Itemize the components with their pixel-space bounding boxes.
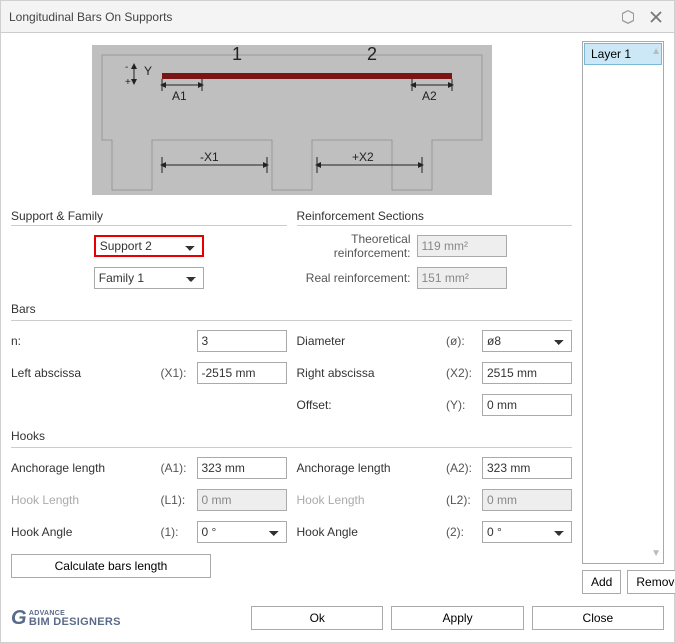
layer-list[interactable]: Layer 1 ▲ ▼ bbox=[582, 41, 664, 564]
anchorage-a1-input[interactable] bbox=[197, 457, 287, 479]
anchorage-a2-label: Anchorage length bbox=[297, 461, 447, 475]
layer-buttons: Add Remove bbox=[582, 570, 664, 594]
svg-text:Y: Y bbox=[144, 64, 152, 78]
l2-suffix: (L2): bbox=[446, 493, 482, 507]
hook-angle-1-label: Hook Angle bbox=[11, 525, 161, 539]
calculate-bars-length-button[interactable]: Calculate bars length bbox=[11, 554, 211, 578]
angle1-suffix: (1): bbox=[161, 525, 197, 539]
svg-text:1: 1 bbox=[232, 45, 242, 64]
reinforcement-title: Reinforcement Sections bbox=[297, 209, 573, 223]
support-select[interactable]: Support 2 bbox=[94, 235, 204, 257]
hook-length-l1-input bbox=[197, 489, 287, 511]
svg-text:-: - bbox=[125, 62, 128, 73]
hook-length-l1-label: Hook Length bbox=[11, 493, 161, 507]
theoretical-label: Theoretical reinforcement: bbox=[297, 232, 417, 260]
a1-suffix: (A1): bbox=[161, 461, 197, 475]
left-abscissa-label: Left abscissa bbox=[11, 366, 161, 380]
cube-icon[interactable] bbox=[618, 7, 638, 27]
separator bbox=[297, 225, 573, 226]
hook-angle-1-select[interactable]: 0 ° bbox=[197, 521, 287, 543]
angle2-suffix: (2): bbox=[446, 525, 482, 539]
y-suffix: (Y): bbox=[446, 398, 482, 412]
anchorage-a2-input[interactable] bbox=[482, 457, 572, 479]
left-abscissa-input[interactable] bbox=[197, 362, 287, 384]
add-button[interactable]: Add bbox=[582, 570, 621, 594]
l1-suffix: (L1): bbox=[161, 493, 197, 507]
hook-length-l2-input bbox=[482, 489, 572, 511]
svg-text:-X1: -X1 bbox=[200, 150, 219, 164]
hooks-title: Hooks bbox=[11, 429, 572, 443]
right-abscissa-label: Right abscissa bbox=[297, 366, 447, 380]
dialog-window: Longitudinal Bars On Supports 1 2 Y - bbox=[0, 0, 675, 643]
svg-text:+X2: +X2 bbox=[352, 150, 374, 164]
separator bbox=[11, 447, 572, 448]
separator bbox=[11, 320, 572, 321]
ok-button[interactable]: Ok bbox=[251, 606, 383, 630]
footer: G ADVANCE BIM DESIGNERS Ok Apply Close bbox=[1, 602, 674, 642]
real-value bbox=[417, 267, 507, 289]
close-button[interactable]: Close bbox=[532, 606, 664, 630]
anchorage-a1-label: Anchorage length bbox=[11, 461, 161, 475]
scroll-down-icon[interactable]: ▼ bbox=[651, 548, 661, 559]
hook-length-l2-label: Hook Length bbox=[297, 493, 447, 507]
support-family-section: Support & Family Support 2 Family 1 bbox=[11, 203, 287, 296]
right-abscissa-input[interactable] bbox=[482, 362, 572, 384]
hook-angle-2-label: Hook Angle bbox=[297, 525, 447, 539]
offset-label: Offset: bbox=[297, 398, 447, 412]
separator bbox=[11, 225, 287, 226]
x1-suffix: (X1): bbox=[161, 366, 197, 380]
scroll-up-icon[interactable]: ▲ bbox=[651, 46, 661, 57]
reinforcement-section: Reinforcement Sections Theoretical reinf… bbox=[297, 203, 573, 296]
hook-angle-2-select[interactable]: 0 ° bbox=[482, 521, 572, 543]
top-sections: Support & Family Support 2 Family 1 R bbox=[11, 203, 572, 296]
theoretical-value bbox=[417, 235, 507, 257]
logo-g-icon: G bbox=[11, 607, 27, 630]
diameter-select[interactable]: ø8 bbox=[482, 330, 572, 352]
side-column: Layer 1 ▲ ▼ Add Remove bbox=[582, 41, 664, 594]
apply-button[interactable]: Apply bbox=[391, 606, 523, 630]
svg-text:2: 2 bbox=[367, 45, 377, 64]
remove-button[interactable]: Remove bbox=[627, 570, 675, 594]
support-family-title: Support & Family bbox=[11, 209, 287, 223]
beam-diagram: 1 2 Y - + A1 bbox=[92, 45, 492, 195]
x2-suffix: (X2): bbox=[446, 366, 482, 380]
svg-text:A1: A1 bbox=[172, 89, 187, 103]
family-select[interactable]: Family 1 bbox=[94, 267, 204, 289]
close-icon[interactable] bbox=[646, 7, 666, 27]
bars-grid: n: Left abscissa (X1): Diameter (ø): ø8 bbox=[11, 327, 572, 423]
offset-input[interactable] bbox=[482, 394, 572, 416]
window-title: Longitudinal Bars On Supports bbox=[9, 10, 610, 24]
n-label: n: bbox=[11, 334, 161, 348]
svg-text:A2: A2 bbox=[422, 89, 437, 103]
real-label: Real reinforcement: bbox=[297, 271, 417, 285]
diameter-label: Diameter bbox=[297, 334, 447, 348]
titlebar: Longitudinal Bars On Supports bbox=[1, 1, 674, 33]
bars-title: Bars bbox=[11, 302, 572, 316]
svg-text:+: + bbox=[125, 77, 131, 88]
logo-bim: BIM DESIGNERS bbox=[29, 618, 121, 627]
diameter-suffix: (ø): bbox=[446, 334, 482, 348]
n-input[interactable] bbox=[197, 330, 287, 352]
dialog-body: 1 2 Y - + A1 bbox=[1, 33, 674, 602]
a2-suffix: (A2): bbox=[446, 461, 482, 475]
hooks-grid: Anchorage length (A1): Hook Length (L1):… bbox=[11, 454, 572, 550]
main-column: 1 2 Y - + A1 bbox=[11, 41, 572, 594]
logo: G ADVANCE BIM DESIGNERS bbox=[11, 607, 121, 630]
